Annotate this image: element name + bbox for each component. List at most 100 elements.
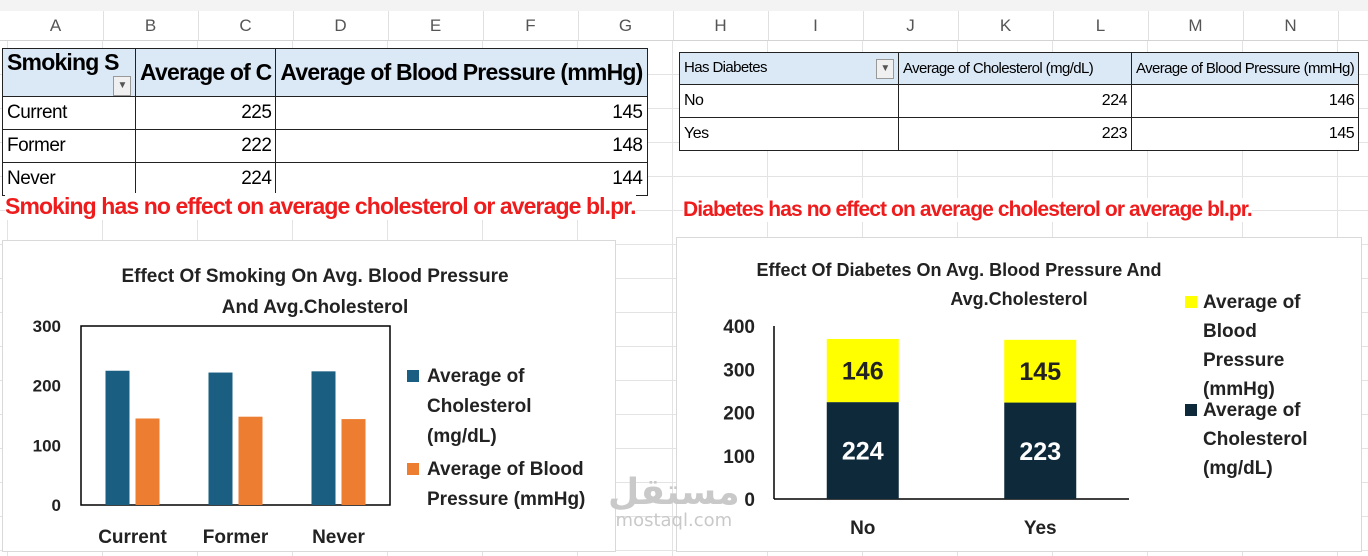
- table-row: Current 225 145: [2, 96, 648, 130]
- legend-label: (mmHg): [1203, 379, 1275, 400]
- y-tick-label: 400: [723, 317, 755, 338]
- legend-label: Average of Blood: [427, 459, 584, 480]
- smoking-pivot-table: Smoking S ▼ Average of C Average of Bloo…: [2, 48, 648, 196]
- x-tick-label: No: [850, 518, 875, 539]
- bp-value[interactable]: 146: [1130, 84, 1360, 118]
- legend-label: Cholesterol: [427, 396, 532, 417]
- legend-label: Average of: [1203, 292, 1301, 313]
- stack-no-series2: [826, 338, 899, 403]
- column-header-a[interactable]: A: [8, 11, 104, 40]
- y-tick-label: 300: [723, 360, 755, 381]
- column-header-j[interactable]: J: [863, 11, 959, 40]
- chart-title: Effect Of Smoking On Avg. Blood Pressure: [121, 266, 508, 287]
- legend-swatch: [407, 370, 419, 382]
- legend-swatch: [407, 463, 419, 475]
- cholesterol-value[interactable]: 224: [898, 84, 1132, 118]
- bp-value[interactable]: 145: [275, 96, 648, 130]
- cholesterol-value[interactable]: 225: [134, 96, 277, 130]
- x-tick-label: Former: [203, 527, 269, 548]
- bp-value[interactable]: 144: [275, 162, 648, 196]
- table1-header-chol[interactable]: Average of C: [134, 48, 277, 97]
- watermark-arabic: مستقل: [608, 472, 740, 513]
- column-header-n[interactable]: N: [1243, 11, 1339, 40]
- filter-dropdown-icon[interactable]: ▼: [876, 58, 894, 79]
- header-label: Has Diabetes: [684, 58, 767, 76]
- legend-label: Average of: [1203, 400, 1301, 421]
- table2-header-diabetes[interactable]: Has Diabetes ▼: [679, 52, 899, 85]
- legend-label: (mg/dL): [1203, 458, 1273, 479]
- row-label[interactable]: Former: [2, 129, 136, 163]
- column-header-m[interactable]: M: [1148, 11, 1244, 40]
- cholesterol-value[interactable]: 224: [134, 162, 277, 196]
- legend-label: Pressure (mmHg): [427, 489, 585, 510]
- table1-header-status[interactable]: Smoking S ▼: [2, 48, 136, 97]
- y-tick-label: 200: [723, 404, 755, 425]
- ribbon-edge: [0, 0, 1368, 11]
- smoking-chart[interactable]: Effect Of Smoking On Avg. Blood Pressure…: [2, 240, 616, 552]
- table2-header-chol[interactable]: Average of Cholesterol (mg/dL): [898, 52, 1132, 85]
- table-row: Former 222 148: [2, 129, 648, 163]
- bar-current-series2: [135, 418, 160, 505]
- column-header-e[interactable]: E: [388, 11, 484, 40]
- table2-header-bp[interactable]: Average of Blood Pressure (mmHg): [1130, 52, 1360, 85]
- diabetes-conclusion-note[interactable]: Diabetes has no effect on average choles…: [683, 198, 1253, 222]
- data-label: 145: [1019, 358, 1061, 386]
- stack-yes-series2: [1004, 339, 1077, 403]
- column-header-b[interactable]: B: [103, 11, 199, 40]
- x-tick-label: Yes: [1024, 518, 1057, 539]
- plot-area: [80, 325, 391, 506]
- y-tick-label: 100: [33, 436, 61, 455]
- row-label[interactable]: No: [679, 84, 899, 118]
- legend-label: Pressure: [1203, 350, 1284, 371]
- diabetes-chart[interactable]: Effect Of Diabetes On Avg. Blood Pressur…: [676, 237, 1362, 552]
- row-label[interactable]: Never: [2, 162, 136, 196]
- mostaql-watermark-logo: مستقل mostaql.com: [608, 475, 740, 531]
- cholesterol-value[interactable]: 222: [134, 129, 277, 163]
- bp-value[interactable]: 145: [1130, 117, 1360, 151]
- diabetes-chart-svg: Effect Of Diabetes On Avg. Blood Pressur…: [723, 260, 1308, 539]
- column-header-k[interactable]: K: [958, 11, 1054, 40]
- smoking-conclusion-note[interactable]: Smoking has no effect on average cholest…: [5, 193, 636, 220]
- cholesterol-value[interactable]: 223: [898, 117, 1132, 151]
- column-header-g[interactable]: G: [578, 11, 674, 40]
- y-tick-label: 100: [723, 447, 755, 468]
- y-tick-label: 200: [33, 377, 61, 396]
- table-row: Yes 223 145: [679, 117, 1360, 151]
- column-header-i[interactable]: I: [768, 11, 864, 40]
- data-label: 224: [842, 438, 884, 466]
- table-row: Never 224 144: [2, 162, 648, 196]
- column-header-d[interactable]: D: [293, 11, 389, 40]
- bp-value[interactable]: 148: [275, 129, 648, 163]
- x-tick-label: Current: [98, 527, 167, 548]
- stack-yes-series1: [1004, 402, 1077, 499]
- row-label[interactable]: Yes: [679, 117, 899, 151]
- bar-current-series1: [105, 370, 130, 505]
- bar-former-series2: [238, 416, 263, 505]
- y-tick-label: 300: [33, 317, 61, 336]
- data-label: 223: [1019, 438, 1061, 466]
- diabetes-pivot-table: Has Diabetes ▼ Average of Cholesterol (m…: [679, 52, 1360, 151]
- header-label: Smoking S: [7, 49, 119, 76]
- bar-never-series2: [341, 419, 366, 505]
- legend-label: Average of: [427, 366, 525, 387]
- legend-swatch: [1185, 296, 1197, 308]
- table1-header-bp[interactable]: Average of Blood Pressure (mmHg): [275, 48, 648, 97]
- column-header-c[interactable]: C: [198, 11, 294, 40]
- stack-no-series1: [826, 402, 899, 499]
- bar-never-series1: [311, 371, 336, 505]
- bar-former-series1: [208, 372, 233, 505]
- chart-title: Avg.Cholesterol: [950, 289, 1087, 309]
- x-tick-label: Never: [312, 527, 365, 548]
- filter-dropdown-icon[interactable]: ▼: [113, 76, 131, 96]
- y-tick-label: 0: [744, 490, 755, 511]
- y-tick-label: 0: [52, 496, 61, 515]
- column-header-l[interactable]: L: [1053, 11, 1149, 40]
- smoking-chart-svg: Effect Of Smoking On Avg. Blood Pressure…: [33, 266, 586, 548]
- table-row: No 224 146: [679, 84, 1360, 118]
- legend-label: (mg/dL): [427, 426, 497, 447]
- column-header-f[interactable]: F: [483, 11, 579, 40]
- legend-label: Cholesterol: [1203, 429, 1308, 450]
- column-header-h[interactable]: H: [673, 11, 769, 40]
- row-label[interactable]: Current: [2, 96, 136, 130]
